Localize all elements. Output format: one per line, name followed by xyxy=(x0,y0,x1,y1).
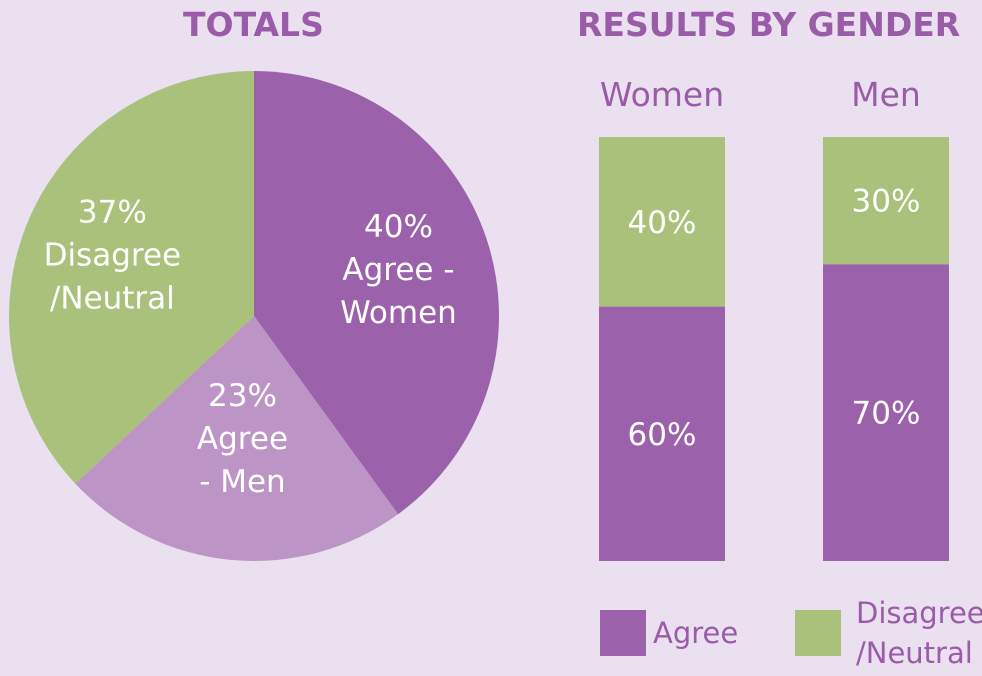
category-label: Women xyxy=(600,75,724,114)
bar-value-label: 60% xyxy=(628,417,697,453)
totals-title: TOTALS xyxy=(183,5,324,44)
pie-slice-label: 37% Disagree/Neutral xyxy=(44,195,182,317)
legend-swatch xyxy=(600,610,646,656)
bar-segment xyxy=(823,137,949,265)
bar-segment xyxy=(599,306,725,561)
bar-value-label: 30% xyxy=(852,184,921,220)
bar-segment xyxy=(599,137,725,307)
legend-label: Agree xyxy=(653,616,738,650)
bar-value-label: 40% xyxy=(628,205,697,241)
legend-swatch xyxy=(795,610,841,656)
category-label: Men xyxy=(851,75,921,114)
bar-segment xyxy=(823,264,949,561)
pie-slice xyxy=(75,316,399,561)
pie-slice-label: 23% Agree - Men xyxy=(197,378,288,500)
legend-label: Disagree/Neutral xyxy=(856,596,982,670)
pie-slice-label: 40% Agree -Women xyxy=(340,209,457,331)
results-by-gender-title: RESULTS BY GENDER xyxy=(577,5,961,44)
pie-slice xyxy=(9,71,255,484)
pie-slice xyxy=(254,71,499,515)
bar-value-label: 70% xyxy=(852,396,921,432)
